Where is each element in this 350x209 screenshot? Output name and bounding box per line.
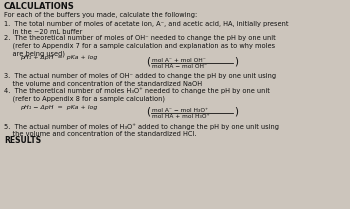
Text: mol HA − mol OH⁻: mol HA − mol OH⁻ [152, 64, 207, 69]
Text: 4.  The theoretical number of moles H₃O⁺ needed to change the pH by one unit
   : 4. The theoretical number of moles H₃O⁺ … [4, 87, 270, 102]
Text: mol A⁻ + mol OH⁻: mol A⁻ + mol OH⁻ [152, 58, 206, 63]
Text: mol HA + mol H₃O⁺: mol HA + mol H₃O⁺ [152, 114, 210, 119]
Text: 3.  The actual number of moles of OH⁻ added to change the pH by one unit using
 : 3. The actual number of moles of OH⁻ add… [4, 73, 276, 87]
Text: ): ) [234, 107, 238, 117]
Text: 1.  The total number of moles of acetate ion, A⁻, and acetic acid, HA, initially: 1. The total number of moles of acetate … [4, 21, 288, 34]
Text: 5.  The actual number of moles of H₃O⁺ added to change the pH by one unit using
: 5. The actual number of moles of H₃O⁺ ad… [4, 123, 279, 137]
Text: ): ) [234, 57, 238, 67]
Text: (: ( [146, 107, 150, 117]
Text: 2.  The theoretical number of moles of OH⁻ needed to change the pH by one unit
 : 2. The theoretical number of moles of OH… [4, 35, 276, 57]
Text: pH₁ + ΔpH  =  pKa + log: pH₁ + ΔpH = pKa + log [20, 55, 97, 60]
Text: RESULTS: RESULTS [4, 136, 41, 145]
Text: CALCULATIONS: CALCULATIONS [4, 2, 75, 11]
Text: (: ( [146, 57, 150, 67]
Text: mol A⁻ − mol H₃O⁺: mol A⁻ − mol H₃O⁺ [152, 108, 208, 113]
Text: pH₁ − ΔpH  =  pKa + log: pH₁ − ΔpH = pKa + log [20, 105, 97, 110]
Text: For each of the buffers you made, calculate the following:: For each of the buffers you made, calcul… [4, 12, 197, 18]
